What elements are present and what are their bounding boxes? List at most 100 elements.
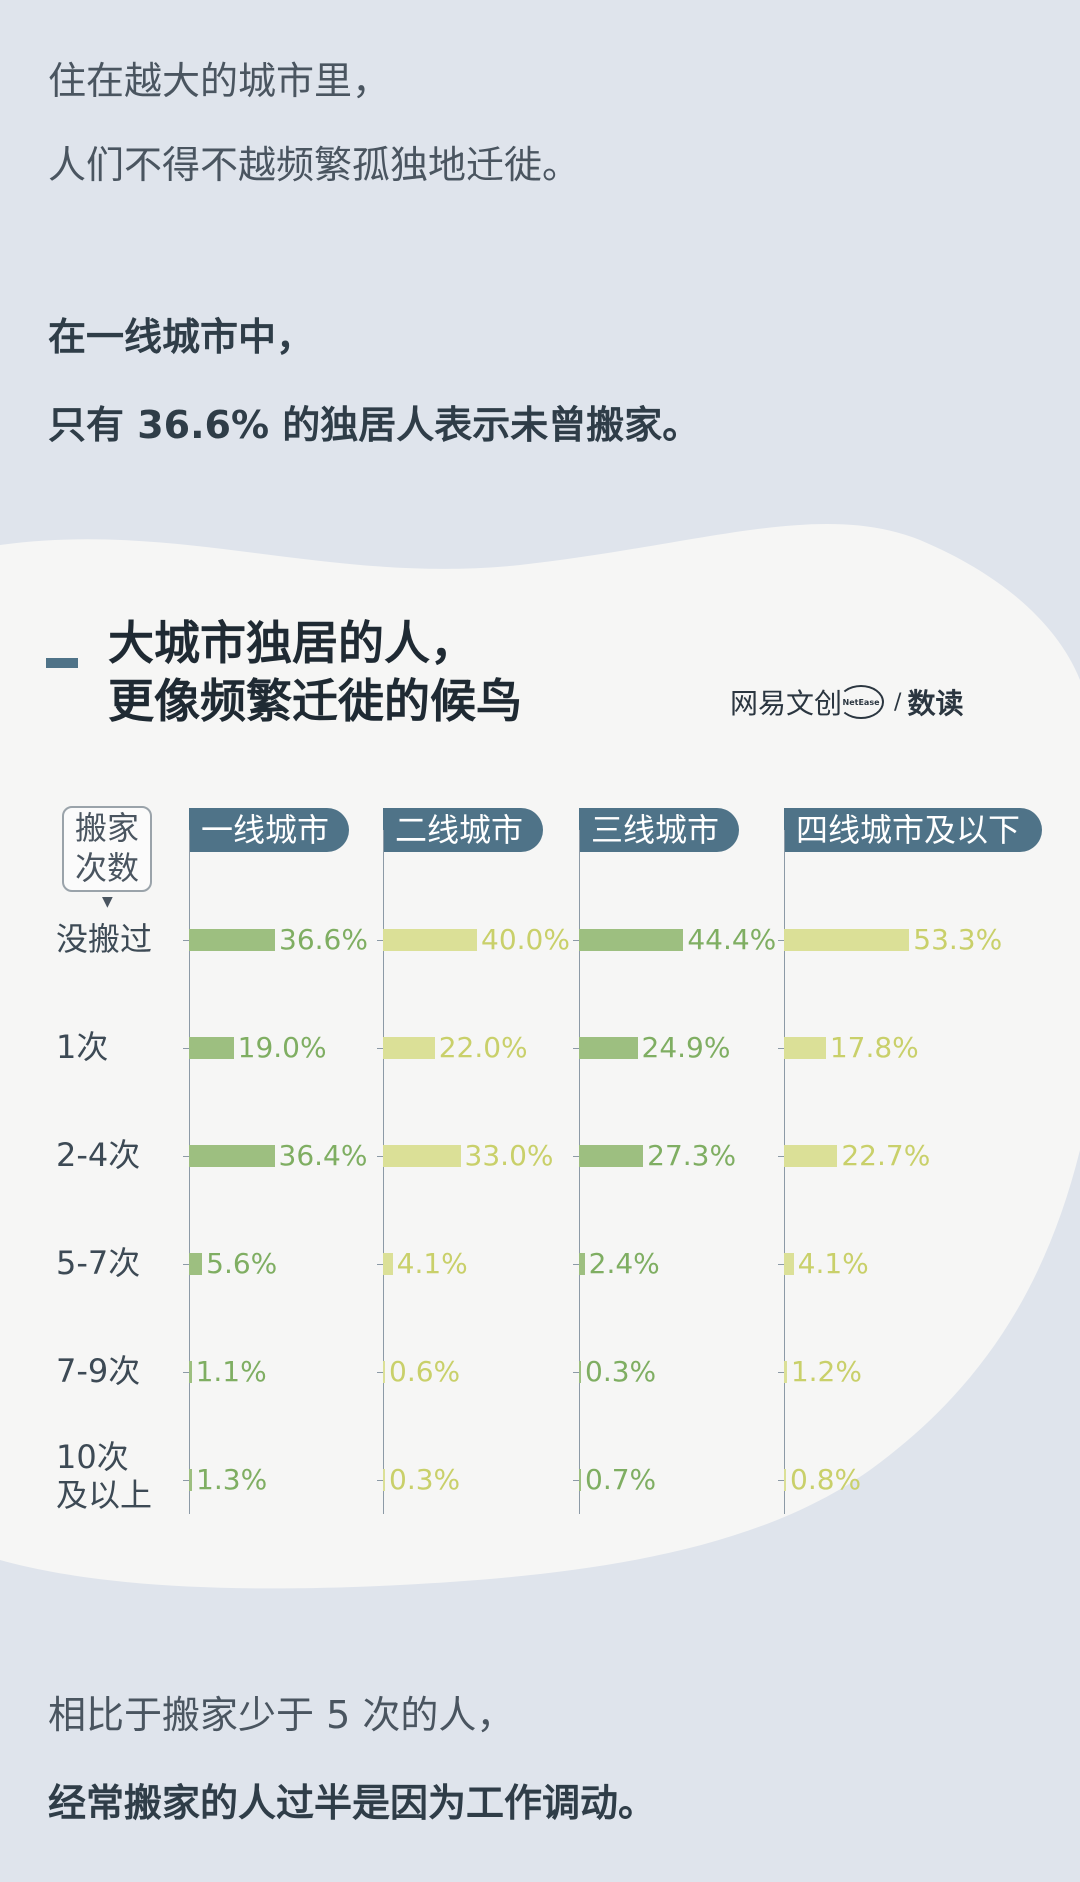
row-tick (573, 1372, 579, 1373)
logo-sub-text: 数读 (907, 687, 964, 720)
row-label: 10次 及以上 (56, 1438, 153, 1515)
chart-title-line-1: 大城市独居的人， (108, 616, 476, 670)
bar (784, 1361, 787, 1383)
row-tick (573, 1156, 579, 1157)
bar (189, 1037, 234, 1059)
axis-arrow-icon: ▼ (102, 894, 113, 910)
bar-value-label: 4.1% (396, 1247, 468, 1280)
bar-value-label: 27.3% (647, 1139, 737, 1172)
bar-value-label: 4.1% (797, 1247, 869, 1280)
bar (189, 1361, 192, 1383)
bar-value-label: 0.8% (790, 1463, 862, 1496)
intro-line-3: 在一线城市中， (48, 315, 315, 359)
column-header: 一线城市 (189, 808, 349, 852)
column-axis-line (189, 830, 190, 1514)
bar (383, 929, 477, 951)
brand-logo: 网易文创 NetEase / 数读 (730, 682, 963, 722)
row-label: 7-9次 (56, 1352, 141, 1390)
bar-value-label: 44.4% (687, 923, 777, 956)
bar-value-label: 22.7% (841, 1139, 931, 1172)
column-header: 四线城市及以下 (784, 808, 1042, 852)
bar-value-label: 36.4% (278, 1139, 368, 1172)
bar (784, 1037, 826, 1059)
bar (579, 1037, 638, 1059)
row-label: 5-7次 (56, 1244, 141, 1282)
bar (579, 929, 684, 951)
row-tick (573, 1264, 579, 1265)
axis-badge-line-2: 次数 (74, 849, 139, 887)
bar (383, 1361, 385, 1383)
bar (383, 1253, 393, 1275)
bar-value-label: 36.6% (279, 923, 368, 956)
bar-value-label: 0.3% (389, 1463, 461, 1496)
bar (784, 929, 910, 951)
bar (579, 1253, 585, 1275)
column-header: 二线城市 (383, 808, 543, 852)
column-header: 三线城市 (579, 808, 739, 852)
column-axis-line (579, 830, 580, 1514)
row-label: 1次 (56, 1028, 109, 1066)
bar (189, 1253, 203, 1275)
bar (579, 1469, 581, 1491)
row-tick (377, 940, 383, 941)
bar-value-label: 2.4% (588, 1247, 660, 1280)
bar (383, 1145, 461, 1167)
row-tick (573, 1048, 579, 1049)
column-axis-line (383, 830, 384, 1514)
bar-value-label: 33.0% (464, 1139, 554, 1172)
bar-value-label: 1.2% (790, 1355, 862, 1388)
bar-value-label: 40.0% (481, 923, 570, 956)
bar (189, 1469, 193, 1491)
bar-value-label: 0.7% (585, 1463, 657, 1496)
axis-badge-line-1: 搬家 (74, 809, 139, 847)
row-tick (778, 1156, 784, 1157)
row-tick (778, 940, 784, 941)
row-tick (778, 1264, 784, 1265)
bar (189, 929, 275, 951)
row-tick (183, 1048, 189, 1049)
row-label: 没搬过 (56, 920, 153, 958)
chart-title-line-2: 更像频繁迁徙的候鸟 (108, 674, 522, 728)
row-tick (377, 1264, 383, 1265)
bar (784, 1145, 838, 1167)
bar-value-label: 22.0% (438, 1031, 528, 1064)
bar (579, 1361, 581, 1383)
title-accent-bar (46, 658, 78, 668)
outro-line-1: 相比于搬家少于 5 次的人， (48, 1693, 515, 1737)
intro-line-1: 住在越大的城市里， (48, 59, 391, 103)
bar-value-label: 0.3% (585, 1355, 657, 1388)
bar (383, 1469, 385, 1491)
bar (189, 1145, 275, 1167)
bar-value-label: 0.6% (389, 1355, 461, 1388)
bar-value-label: 1.3% (196, 1463, 268, 1496)
row-tick (778, 1480, 784, 1481)
logo-slash: / (894, 689, 902, 715)
row-tick (377, 1048, 383, 1049)
row-tick (377, 1480, 383, 1481)
axis-badge: 搬家 次数 (62, 806, 152, 892)
row-tick (183, 940, 189, 941)
logo-main-text: 网易文创 (730, 687, 843, 720)
column-axis-line (784, 830, 785, 1514)
row-tick (573, 1480, 579, 1481)
bar (383, 1037, 435, 1059)
logo-ring-text: NetEase (838, 685, 885, 719)
row-tick (573, 940, 579, 941)
row-tick (778, 1372, 784, 1373)
bar-value-label: 19.0% (237, 1031, 327, 1064)
row-tick (183, 1264, 189, 1265)
bar (579, 1145, 644, 1167)
bar-value-label: 53.3% (913, 923, 1003, 956)
row-tick (183, 1156, 189, 1157)
row-label: 2-4次 (56, 1136, 141, 1174)
row-tick (377, 1156, 383, 1157)
intro-line-4: 只有 36.6% 的独居人表示未曾搬家。 (48, 403, 701, 447)
bar (784, 1469, 786, 1491)
bar (784, 1253, 794, 1275)
row-tick (377, 1372, 383, 1373)
row-tick (778, 1048, 784, 1049)
row-tick (183, 1372, 189, 1373)
bar-value-label: 5.6% (206, 1247, 278, 1280)
row-tick (183, 1480, 189, 1481)
